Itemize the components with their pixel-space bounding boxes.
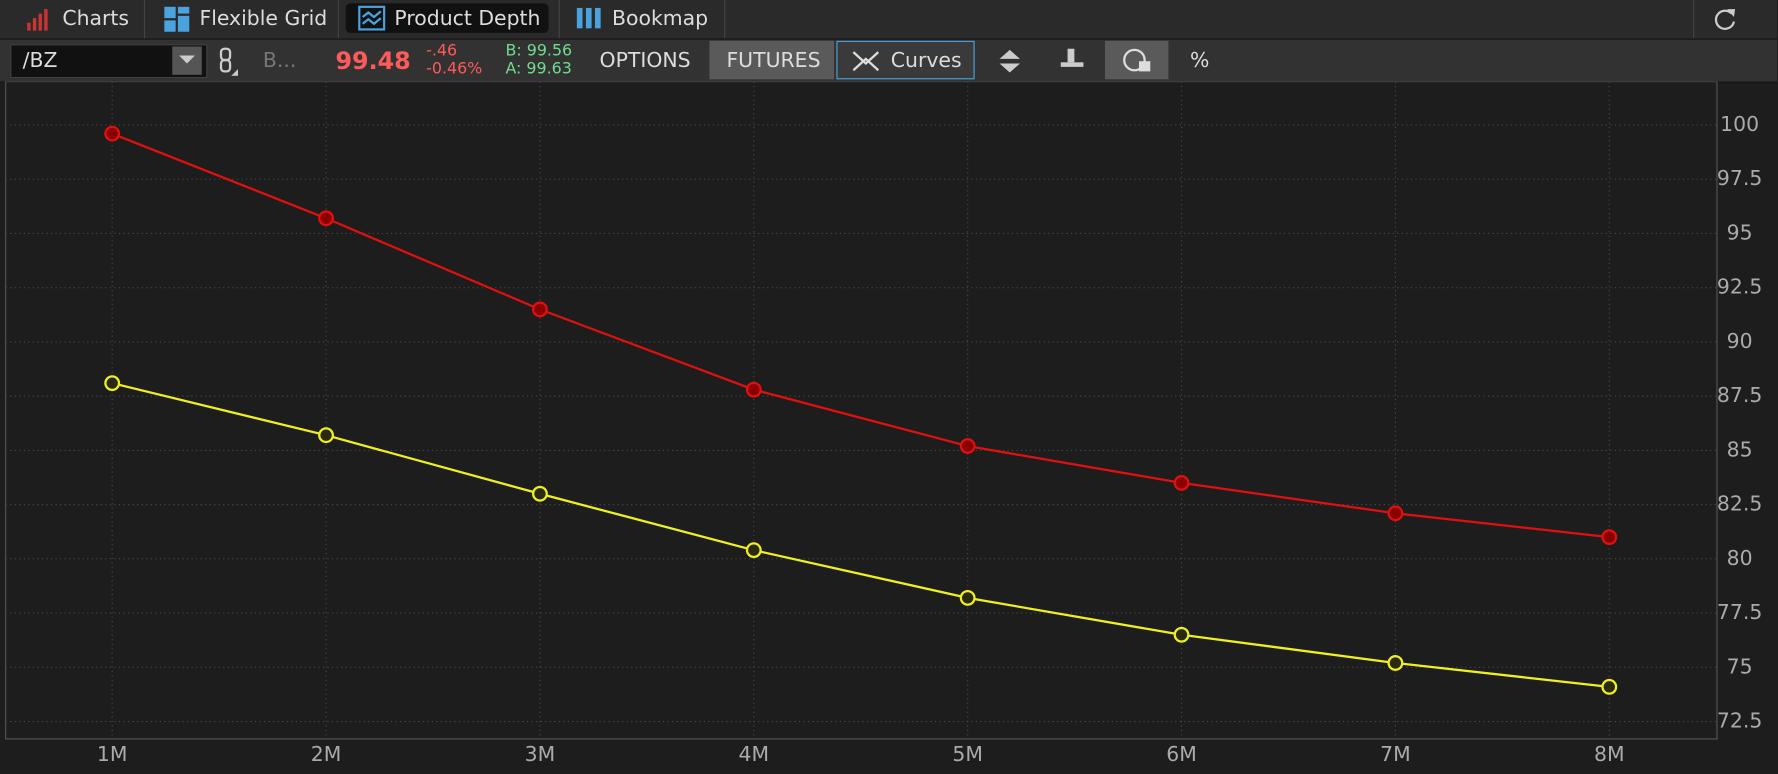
futures-button[interactable]: FUTURES	[726, 48, 821, 73]
data-point	[1387, 655, 1404, 671]
separator	[558, 0, 560, 39]
y-tick-label: 72.5	[1717, 709, 1762, 733]
tab-bar: Charts Flexible Grid Product Depth Bookm…	[0, 0, 1778, 40]
bookmap-icon	[576, 7, 601, 29]
separator	[143, 0, 146, 39]
x-tick-label: 7M	[1380, 742, 1411, 766]
y-tick-label: 87.5	[1717, 383, 1762, 407]
y-tick-label: 92.5	[1717, 275, 1762, 299]
data-point	[532, 301, 548, 318]
y-tick-label: 82.5	[1717, 492, 1762, 516]
options-button[interactable]: OPTIONS	[599, 48, 691, 73]
lock-button[interactable]	[1122, 46, 1154, 75]
y-tick-label: 75	[1727, 654, 1753, 678]
x-tick-label: 5M	[952, 742, 983, 766]
y-tick-label: 77.5	[1717, 600, 1762, 624]
data-point	[1173, 474, 1190, 491]
futures-bg	[709, 40, 835, 80]
tab[interactable]: Bookmap	[611, 6, 709, 31]
data-point	[745, 381, 762, 398]
separator	[337, 0, 339, 39]
y-tick-label: 90	[1727, 329, 1753, 353]
charts-icon	[27, 9, 48, 31]
tool-button[interactable]	[1057, 46, 1086, 75]
data-point	[1387, 505, 1404, 522]
curves-button[interactable]: Curves	[890, 48, 962, 73]
tab[interactable]: Flexible Grid	[199, 6, 328, 31]
tab[interactable]: Charts	[62, 6, 130, 31]
tab[interactable]: Product Depth	[394, 6, 541, 31]
x-tick-label: 1M	[97, 742, 128, 766]
data-point	[959, 438, 976, 454]
data-point	[745, 542, 762, 559]
sort-button[interactable]	[995, 46, 1024, 75]
price: 99.48	[335, 47, 411, 75]
x-tick-label: 8M	[1594, 742, 1625, 766]
lock-bg	[1104, 40, 1169, 80]
separator	[1693, 0, 1695, 39]
grid-icon	[164, 6, 190, 32]
percent-button[interactable]: %	[1189, 48, 1210, 73]
chart: 72.5 75 77.5 80 82.5 85 87.5 90 92.5 95 97.5 100 1M 2…	[5, 81, 1762, 766]
data-point	[1173, 626, 1190, 643]
x-tick-label: 2M	[311, 742, 342, 766]
change: -.46	[426, 41, 458, 61]
depth-icon	[358, 5, 386, 31]
b-button[interactable]: B...	[262, 48, 297, 73]
data-point	[532, 485, 548, 502]
x-tick-label: 6M	[1166, 742, 1197, 766]
link-icon[interactable]	[215, 46, 238, 76]
data-point	[104, 375, 121, 392]
data-point	[1601, 529, 1618, 546]
data-point	[1601, 678, 1618, 695]
data-point	[104, 125, 121, 142]
plot-area	[5, 81, 1718, 740]
series-line	[111, 382, 1610, 688]
change-pct: -0.46%	[426, 60, 483, 79]
curves-bg	[836, 40, 975, 80]
ask: A: 99.63	[505, 60, 572, 79]
data-point	[318, 210, 334, 227]
curves-icon	[852, 51, 880, 72]
toolbar: /BZ B... 99.48 -.46 -0.46% B: 99.56 A: 9…	[0, 39, 1778, 83]
y-tick-label: 100	[1720, 112, 1759, 136]
y-tick-label: 85	[1727, 437, 1753, 461]
y-tick-label: 80	[1727, 546, 1753, 570]
y-tick-label: 95	[1727, 220, 1753, 244]
x-tick-label: 4M	[739, 742, 770, 766]
series-line	[111, 132, 1610, 539]
refresh-button[interactable]	[1710, 6, 1739, 33]
y-tick-label: 97.5	[1717, 166, 1762, 190]
dropdown-arrow	[179, 55, 195, 64]
x-tick-label: 3M	[525, 742, 556, 766]
bid: B: 99.56	[505, 41, 573, 61]
data-point	[318, 427, 334, 444]
data-point	[959, 589, 976, 606]
symbol: /BZ	[22, 48, 58, 73]
separator	[724, 0, 726, 39]
